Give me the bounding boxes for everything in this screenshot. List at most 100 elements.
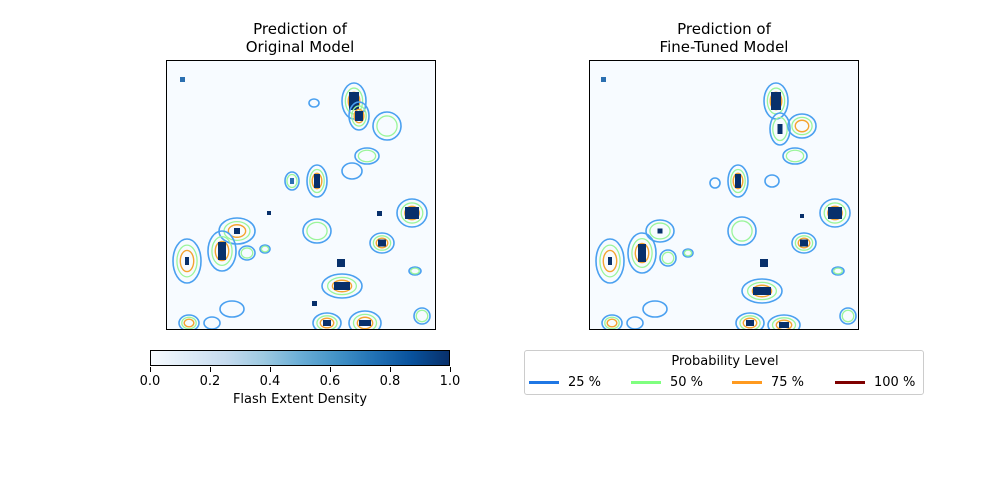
contour-line [410,267,420,275]
contour-line [601,314,623,329]
contour-line [659,249,677,267]
contour-line [353,108,365,124]
contour-line [787,113,817,139]
contour-line [321,273,363,299]
density-cell [180,77,185,82]
contour-line [326,276,358,296]
density-cell [735,174,741,188]
contour-line [709,177,721,189]
contour-line [764,174,780,188]
contour-line [306,164,328,198]
colorbar-tick-label: 0.6 [319,374,341,389]
contour-line [356,316,374,329]
density-cell [334,282,350,290]
contour-line [348,101,370,131]
right-plot-title: Prediction of Fine-Tuned Model [589,20,859,56]
contour-line [357,149,377,163]
contour-line [772,116,788,142]
density-cell [638,244,646,262]
contour-line [240,247,254,259]
legend-item-25: 25 % [529,373,601,391]
legend-label-25: 25 % [568,374,602,390]
contour-line [746,281,778,301]
contour-line [284,171,300,191]
contour-line [181,316,197,329]
contour-line [731,220,753,242]
contour-line [730,168,746,194]
colorbar-tick [329,367,331,372]
contour-line [312,312,342,329]
density-cell [760,259,768,267]
contour-line [839,307,857,325]
contour-line [341,162,363,180]
colorbar-tick [149,367,151,372]
colorbar-tick [389,367,391,372]
contour-line [227,224,247,238]
density-cell [185,257,189,265]
contour-line [794,119,810,133]
density-cell [218,242,226,260]
contour-line [595,238,625,284]
contour-line [286,173,298,189]
colorbar-tick-label: 0.2 [199,374,221,389]
contour-line [626,316,644,329]
density-cell [359,320,371,326]
density-cell [828,207,842,219]
colorbar-tick [449,367,451,372]
contour-line [782,147,808,165]
contour-line [203,316,221,329]
contour-line [302,218,332,244]
contour-line [400,202,424,224]
density-cell [323,320,331,326]
right-title-line-2: Fine-Tuned Model [659,38,789,56]
legend-title: Probability Level [671,354,779,369]
contour-line [683,249,693,257]
density-cell [290,178,294,184]
colorbar-tick-label: 1.0 [439,374,461,389]
density-cell [314,174,320,188]
contour-line [413,307,431,325]
legend-swatch-75 [732,380,762,384]
density-cell [608,257,612,265]
contour-line [179,249,195,273]
left-title-line-2: Original Model [245,38,355,56]
contour-line [775,319,793,329]
contour-line [375,237,389,249]
colorbar-tick [269,367,271,372]
contour-line [354,147,380,165]
colorbar-tick-label: 0.8 [379,374,401,389]
contour-line [791,116,813,136]
contour-line [396,198,428,228]
contour-line [823,202,847,224]
density-cell [601,77,606,82]
contour-line [602,249,618,273]
contour-line [219,300,245,318]
density-cell [753,287,771,295]
contour-line [794,235,814,251]
contour-line [769,112,791,146]
contour-line [308,98,320,108]
contour-line [214,240,230,262]
probability-legend: Probability Level 25 % 50 % 75 % 100 % [524,350,924,395]
contour-line [732,172,744,190]
fine-tuned-model-heatmap [589,60,859,330]
density-cell [312,301,317,306]
contour-line [841,309,855,323]
contour-line [172,238,202,284]
contour-line [348,310,382,329]
contour-line [207,230,237,272]
contour-line [306,221,328,241]
contour-line [735,312,765,329]
density-cell [800,239,808,247]
contour-line [634,242,650,264]
heatmap-canvas [172,77,431,329]
legend-item-50: 50 % [631,373,703,391]
contour-line [742,317,758,329]
contour-line [376,115,398,137]
density-cell [771,92,781,110]
contour-line [751,284,773,298]
contour-line [606,318,618,328]
contour-line [369,232,395,254]
contour-line [631,237,653,269]
contour-line [415,309,429,323]
